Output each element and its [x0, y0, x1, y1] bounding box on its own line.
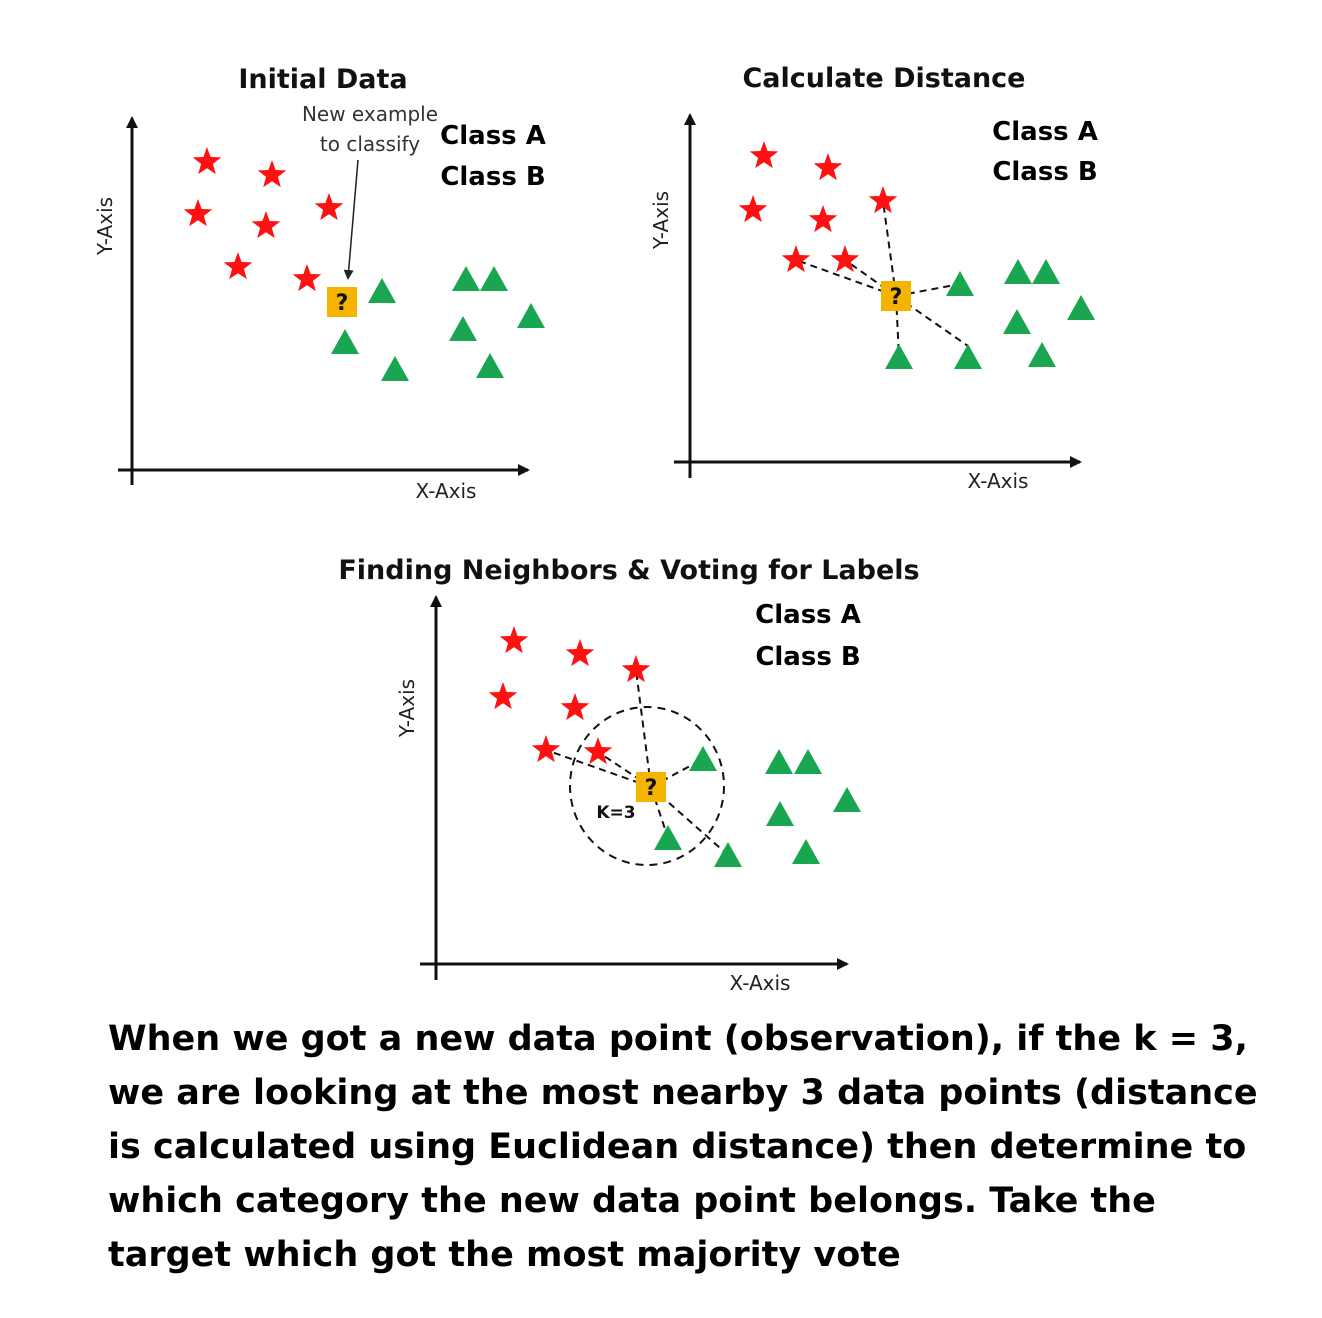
class-b-triangle-icon	[766, 801, 794, 826]
class-a-star-icon	[192, 147, 222, 175]
class-a-star-icon	[314, 193, 344, 221]
query-question-mark: ?	[645, 776, 658, 801]
legend-class-b: Class B	[755, 642, 860, 672]
class-a-star-icon	[292, 264, 322, 292]
panel-title: Initial Data	[238, 64, 407, 95]
legend-class-b: Class B	[440, 162, 545, 192]
query-point-icon	[881, 281, 911, 311]
distance-line	[895, 295, 969, 347]
class-a-star-icon	[738, 195, 768, 223]
distance-line	[650, 786, 669, 839]
query-question-mark: ?	[336, 291, 349, 316]
class-b-triangle-icon	[794, 749, 822, 774]
distance-line	[597, 751, 652, 788]
class-a-star-icon	[621, 655, 651, 683]
class-b-triangle-icon	[1032, 259, 1060, 284]
legend-class-a: Class A	[755, 600, 861, 630]
class-a-star-icon	[583, 737, 613, 765]
distance-line	[650, 786, 729, 856]
query-question-mark: ?	[890, 285, 903, 310]
class-a-star-icon	[488, 682, 518, 710]
class-b-triangle-icon	[885, 344, 913, 369]
class-b-triangle-icon	[954, 344, 982, 369]
y-axis-label: Y-Axis	[93, 197, 117, 256]
class-b-triangle-icon	[517, 303, 545, 328]
distance-line	[650, 758, 704, 788]
query-point-icon	[327, 287, 357, 317]
distance-line	[844, 259, 897, 297]
class-a-star-icon	[749, 141, 779, 169]
x-axis-label: X-Axis	[416, 479, 477, 503]
class-a-star-icon	[813, 153, 843, 181]
class-b-triangle-icon	[1028, 342, 1056, 367]
class-a-star-icon	[251, 211, 281, 239]
distance-line	[895, 283, 961, 297]
distance-line	[545, 749, 652, 788]
class-b-triangle-icon	[833, 787, 861, 812]
class-a-star-icon	[531, 735, 561, 763]
class-b-triangle-icon	[368, 278, 396, 303]
caption-text: When we got a new data point (observatio…	[108, 1019, 1258, 1275]
class-a-star-icon	[830, 245, 860, 273]
class-b-triangle-icon	[765, 749, 793, 774]
class-b-triangle-icon	[1067, 295, 1095, 320]
panel-title: Calculate Distance	[742, 63, 1025, 94]
class-b-triangle-icon	[1003, 309, 1031, 334]
class-b-triangle-icon	[792, 839, 820, 864]
query-point-icon	[636, 772, 666, 802]
distance-line	[635, 669, 652, 788]
k-label: K=3	[596, 803, 635, 823]
y-axis-label: Y-Axis	[649, 191, 673, 250]
class-a-star-icon	[868, 186, 898, 214]
class-b-triangle-icon	[452, 266, 480, 291]
legend-class-a: Class A	[440, 121, 546, 151]
y-axis-label: Y-Axis	[395, 679, 419, 738]
annotation-pointer	[343, 159, 359, 280]
annotation-line-2: to classify	[320, 132, 420, 156]
panel-title: Finding Neighbors & Voting for Labels	[338, 555, 919, 586]
class-b-triangle-icon	[1004, 259, 1032, 284]
distance-line	[895, 295, 900, 358]
x-axis-label: X-Axis	[968, 469, 1029, 493]
class-a-star-icon	[808, 205, 838, 233]
class-a-star-icon	[565, 639, 595, 667]
class-a-star-icon	[223, 252, 253, 280]
distance-line	[882, 200, 897, 297]
class-b-triangle-icon	[714, 842, 742, 867]
class-a-star-icon	[183, 199, 213, 227]
class-a-star-icon	[560, 693, 590, 721]
class-b-triangle-icon	[654, 825, 682, 850]
class-b-triangle-icon	[946, 271, 974, 296]
class-b-triangle-icon	[381, 356, 409, 381]
class-b-triangle-icon	[689, 746, 717, 771]
distance-line	[795, 259, 897, 297]
annotation-line-1: New example	[302, 102, 438, 126]
legend-class-a: Class A	[992, 117, 1098, 147]
k-neighborhood-circle	[569, 706, 725, 866]
class-a-star-icon	[781, 245, 811, 273]
class-b-triangle-icon	[331, 329, 359, 354]
x-axis-label: X-Axis	[730, 971, 791, 995]
class-a-star-icon	[257, 160, 287, 188]
legend-class-b: Class B	[992, 157, 1097, 187]
class-b-triangle-icon	[476, 353, 504, 378]
class-b-triangle-icon	[449, 316, 477, 341]
class-a-star-icon	[499, 626, 529, 654]
class-b-triangle-icon	[480, 266, 508, 291]
